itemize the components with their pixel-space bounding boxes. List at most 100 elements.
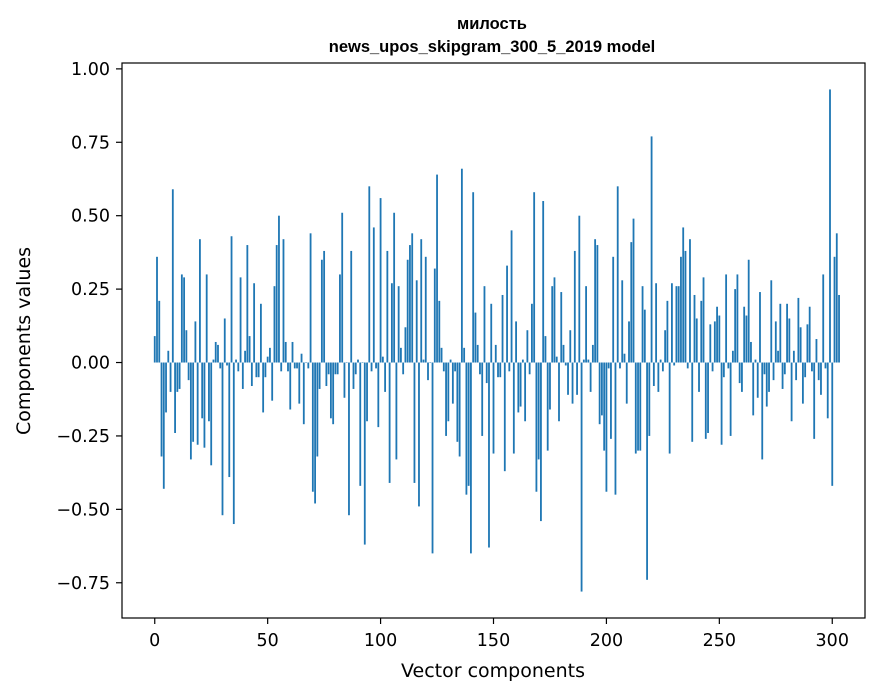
- bar-component-164: [524, 362, 527, 422]
- bar-component-137: [463, 347, 466, 363]
- bar-component-180: [560, 292, 563, 363]
- bar-component-136: [460, 168, 463, 363]
- bar-component-277: [779, 303, 782, 363]
- bar-component-140: [470, 362, 472, 554]
- bar-component-160: [515, 321, 517, 363]
- bar-component-241: [698, 362, 700, 392]
- bar-component-110: [402, 362, 405, 375]
- bar-component-97: [372, 227, 375, 363]
- bar-component-197: [598, 362, 601, 425]
- bar-component-123: [431, 362, 434, 554]
- bar-component-96: [370, 362, 373, 372]
- bar-component-107: [395, 362, 398, 460]
- bar-component-50: [266, 356, 269, 363]
- bar-component-235: [684, 250, 687, 363]
- bar-component-80: [334, 362, 337, 375]
- bar-component-184: [569, 330, 572, 363]
- bar-component-131: [449, 359, 452, 363]
- plot-frame: [121, 62, 866, 619]
- bar-component-223: [657, 362, 660, 392]
- bar-component-192: [587, 359, 590, 363]
- bar-component-181: [562, 344, 565, 363]
- bar-component-165: [526, 330, 529, 363]
- bar-component-176: [551, 286, 554, 363]
- bar-component-67: [305, 362, 307, 364]
- y-tick-label: −0.25: [56, 427, 110, 447]
- y-axis-label: Components values: [13, 247, 35, 435]
- bar-component-276: [777, 350, 779, 363]
- bar-component-263: [747, 259, 750, 363]
- bar-component-246: [709, 324, 712, 363]
- bar-component-2: [158, 300, 161, 363]
- bar-component-177: [553, 277, 556, 363]
- bar-component-158: [510, 230, 513, 363]
- bar-component-83: [341, 212, 344, 363]
- bar-component-284: [795, 362, 798, 381]
- bar-component-279: [783, 362, 786, 375]
- bar-component-291: [811, 362, 813, 372]
- bar-component-288: [804, 362, 807, 378]
- bar-component-20: [199, 239, 201, 363]
- bar-component-88: [352, 362, 355, 389]
- bar-component-244: [704, 362, 707, 439]
- bar-component-55: [278, 215, 280, 363]
- bar-component-69: [309, 233, 312, 363]
- bar-component-249: [716, 306, 718, 363]
- bar-component-156: [506, 265, 508, 363]
- bar-component-265: [752, 362, 755, 416]
- bar-component-98: [375, 362, 377, 369]
- bar-component-255: [729, 362, 732, 436]
- bar-component-79: [332, 362, 335, 425]
- bar-component-127: [440, 347, 443, 363]
- bar-component-243: [702, 277, 705, 363]
- bar-component-289: [806, 324, 809, 363]
- bar-component-278: [781, 362, 784, 389]
- bar-component-78: [329, 362, 332, 419]
- bar-component-138: [465, 362, 468, 495]
- bar-component-6: [167, 350, 170, 363]
- bar-component-236: [686, 362, 689, 369]
- bar-component-95: [368, 186, 371, 363]
- bar-component-214: [637, 362, 639, 451]
- bar-component-51: [269, 347, 271, 363]
- bar-component-189: [580, 362, 583, 592]
- bar-component-60: [289, 362, 292, 410]
- bar-component-102: [384, 362, 387, 392]
- bar-component-24: [208, 362, 210, 422]
- bar-component-119: [422, 359, 425, 363]
- bar-component-205: [616, 186, 619, 363]
- bar-component-161: [517, 362, 520, 413]
- bar-component-49: [264, 362, 267, 378]
- bar-component-182: [564, 362, 567, 366]
- bar-component-16: [189, 362, 192, 460]
- bar-component-73: [318, 362, 321, 389]
- bar-component-295: [820, 362, 822, 395]
- bar-component-300: [831, 362, 834, 486]
- bar-component-53: [273, 286, 276, 363]
- bar-component-111: [404, 327, 407, 363]
- bar-component-226: [664, 330, 667, 363]
- bar-component-208: [623, 353, 626, 363]
- bar-component-37: [237, 362, 240, 372]
- bar-component-39: [241, 362, 244, 389]
- bar-component-63: [296, 362, 298, 369]
- bar-component-135: [458, 362, 461, 457]
- bar-component-28: [217, 344, 219, 363]
- y-axis-ticks: −0.75 −0.50 −0.25 0.00 0.25 0.50 0.75 1.00: [56, 60, 122, 594]
- bar-component-101: [381, 356, 384, 363]
- bar-component-281: [788, 318, 791, 363]
- bar-component-26: [212, 359, 215, 363]
- bar-component-81: [336, 362, 339, 375]
- bar-component-103: [386, 250, 389, 363]
- bar-component-257: [734, 289, 737, 363]
- bar-component-27: [214, 341, 217, 363]
- bar-component-52: [271, 362, 274, 401]
- bar-component-162: [519, 362, 522, 407]
- bar-component-75: [323, 250, 326, 363]
- bar-component-9: [174, 362, 176, 433]
- bar-component-19: [196, 362, 199, 445]
- bar-component-287: [801, 362, 804, 404]
- bar-component-259: [738, 362, 741, 384]
- bar-component-142: [474, 312, 477, 363]
- bar-component-169: [535, 362, 538, 492]
